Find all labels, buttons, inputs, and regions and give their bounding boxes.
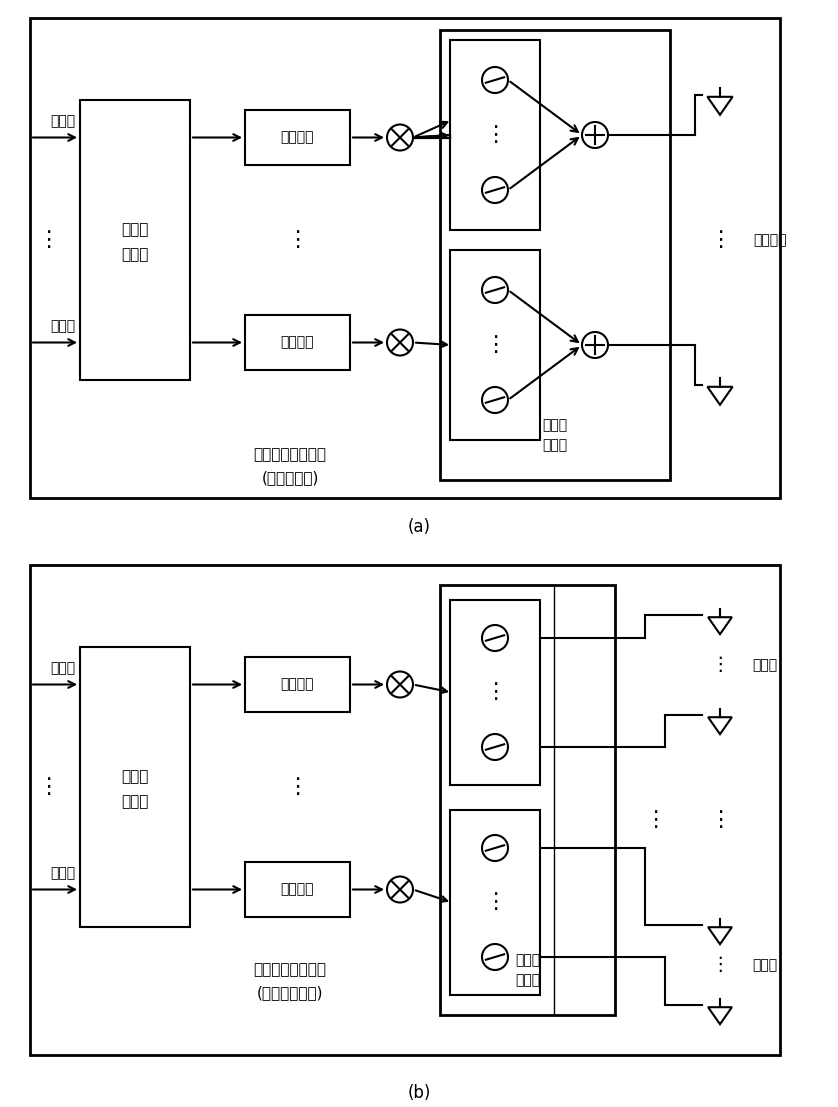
Text: 射频链路: 射频链路 — [281, 131, 314, 145]
Bar — [30, 565, 780, 1055]
Text: ⋮: ⋮ — [287, 777, 308, 797]
Text: 模数混合预编码器: 模数混合预编码器 — [254, 447, 327, 463]
Circle shape — [482, 177, 508, 203]
Text: 数据流: 数据流 — [50, 662, 75, 675]
Text: 数据流: 数据流 — [50, 867, 75, 880]
Text: ⋮: ⋮ — [484, 892, 506, 912]
Text: (部分连接结构): (部分连接结构) — [256, 985, 323, 1001]
Text: 编码器: 编码器 — [542, 438, 567, 452]
Text: 数字预: 数字预 — [122, 223, 148, 238]
Bar — [245, 862, 350, 917]
Text: ⋮: ⋮ — [711, 955, 730, 974]
Bar — [245, 110, 350, 165]
Text: (b): (b) — [407, 1084, 431, 1101]
Text: 天线阵列: 天线阵列 — [753, 232, 787, 247]
Bar — [450, 600, 540, 785]
Text: 数据流: 数据流 — [50, 320, 75, 333]
Circle shape — [482, 835, 508, 861]
Text: ⋮: ⋮ — [37, 777, 59, 797]
Text: ⋮: ⋮ — [484, 125, 506, 145]
Bar — [245, 656, 350, 712]
Bar — [80, 646, 190, 927]
Text: 模数混合预编码器: 模数混合预编码器 — [254, 962, 327, 977]
Text: 编码器: 编码器 — [122, 248, 148, 262]
Circle shape — [482, 68, 508, 93]
Text: 射频链路: 射频链路 — [281, 882, 314, 897]
Text: 模拟预: 模拟预 — [542, 418, 567, 432]
Circle shape — [482, 387, 508, 413]
Bar — [450, 40, 540, 230]
Text: 射频链路: 射频链路 — [281, 677, 314, 692]
Text: ⋮: ⋮ — [709, 810, 731, 830]
Circle shape — [482, 277, 508, 303]
Text: ⋮: ⋮ — [287, 230, 308, 250]
Bar — [30, 18, 780, 498]
Bar — [440, 584, 615, 1015]
Circle shape — [482, 734, 508, 761]
Text: (全连接结构): (全连接结构) — [261, 470, 318, 486]
Bar — [450, 810, 540, 995]
Text: ⋮: ⋮ — [644, 810, 666, 830]
Text: ⋮: ⋮ — [484, 683, 506, 703]
Text: ⋮: ⋮ — [484, 335, 506, 355]
Text: (a): (a) — [407, 518, 431, 536]
Bar — [80, 100, 190, 380]
Bar — [245, 315, 350, 370]
Bar — [440, 30, 670, 480]
Text: 子阵列: 子阵列 — [753, 958, 778, 972]
Text: ⋮: ⋮ — [711, 655, 730, 674]
Text: 数字预: 数字预 — [122, 769, 148, 785]
Text: 编码器: 编码器 — [122, 795, 148, 809]
Text: 射频链路: 射频链路 — [281, 335, 314, 350]
Text: 编码器: 编码器 — [515, 973, 540, 987]
Bar — [450, 250, 540, 439]
Text: 模拟预: 模拟预 — [515, 953, 540, 968]
Circle shape — [482, 944, 508, 970]
Text: ⋮: ⋮ — [709, 230, 731, 250]
Text: 子阵列: 子阵列 — [753, 658, 778, 672]
Circle shape — [482, 625, 508, 651]
Text: ⋮: ⋮ — [37, 230, 59, 250]
Text: 数据流: 数据流 — [50, 114, 75, 128]
